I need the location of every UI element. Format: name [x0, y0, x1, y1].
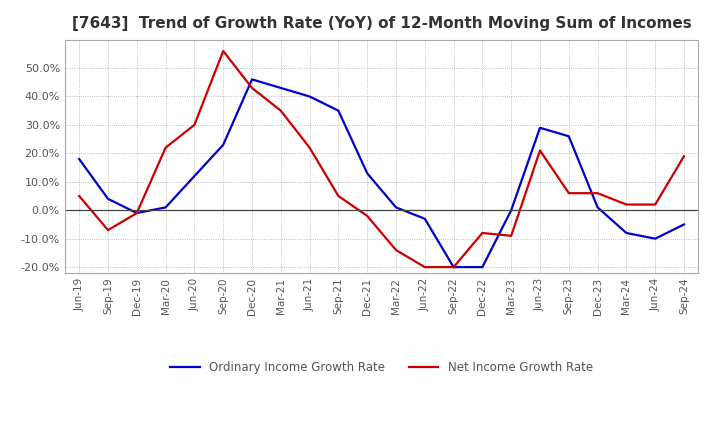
Ordinary Income Growth Rate: [622, 231, 631, 236]
Ordinary Income Growth Rate: [507, 208, 516, 213]
Net Income Growth Rate: [593, 191, 602, 196]
Ordinary Income Growth Rate: [564, 134, 573, 139]
Ordinary Income Growth Rate: [363, 171, 372, 176]
Net Income Growth Rate: [132, 210, 141, 216]
Net Income Growth Rate: [392, 247, 400, 253]
Ordinary Income Growth Rate: [680, 222, 688, 227]
Net Income Growth Rate: [190, 122, 199, 128]
Ordinary Income Growth Rate: [161, 205, 170, 210]
Net Income Growth Rate: [564, 191, 573, 196]
Net Income Growth Rate: [680, 154, 688, 159]
Ordinary Income Growth Rate: [75, 156, 84, 161]
Ordinary Income Growth Rate: [248, 77, 256, 82]
Ordinary Income Growth Rate: [420, 216, 429, 221]
Net Income Growth Rate: [334, 193, 343, 198]
Ordinary Income Growth Rate: [219, 142, 228, 147]
Ordinary Income Growth Rate: [392, 205, 400, 210]
Ordinary Income Growth Rate: [593, 205, 602, 210]
Net Income Growth Rate: [75, 193, 84, 198]
Net Income Growth Rate: [507, 233, 516, 238]
Net Income Growth Rate: [420, 264, 429, 270]
Ordinary Income Growth Rate: [449, 264, 458, 270]
Title: [7643]  Trend of Growth Rate (YoY) of 12-Month Moving Sum of Incomes: [7643] Trend of Growth Rate (YoY) of 12-…: [72, 16, 691, 32]
Ordinary Income Growth Rate: [478, 264, 487, 270]
Ordinary Income Growth Rate: [305, 94, 314, 99]
Net Income Growth Rate: [161, 145, 170, 150]
Ordinary Income Growth Rate: [276, 85, 285, 91]
Line: Ordinary Income Growth Rate: Ordinary Income Growth Rate: [79, 79, 684, 267]
Ordinary Income Growth Rate: [334, 108, 343, 114]
Ordinary Income Growth Rate: [190, 173, 199, 179]
Net Income Growth Rate: [305, 145, 314, 150]
Net Income Growth Rate: [248, 85, 256, 91]
Net Income Growth Rate: [219, 48, 228, 54]
Ordinary Income Growth Rate: [651, 236, 660, 241]
Line: Net Income Growth Rate: Net Income Growth Rate: [79, 51, 684, 267]
Net Income Growth Rate: [622, 202, 631, 207]
Net Income Growth Rate: [536, 148, 544, 153]
Net Income Growth Rate: [478, 231, 487, 236]
Net Income Growth Rate: [449, 264, 458, 270]
Ordinary Income Growth Rate: [536, 125, 544, 130]
Legend: Ordinary Income Growth Rate, Net Income Growth Rate: Ordinary Income Growth Rate, Net Income …: [166, 356, 598, 379]
Net Income Growth Rate: [651, 202, 660, 207]
Ordinary Income Growth Rate: [104, 196, 112, 202]
Ordinary Income Growth Rate: [132, 210, 141, 216]
Net Income Growth Rate: [363, 213, 372, 219]
Net Income Growth Rate: [276, 108, 285, 114]
Net Income Growth Rate: [104, 227, 112, 233]
